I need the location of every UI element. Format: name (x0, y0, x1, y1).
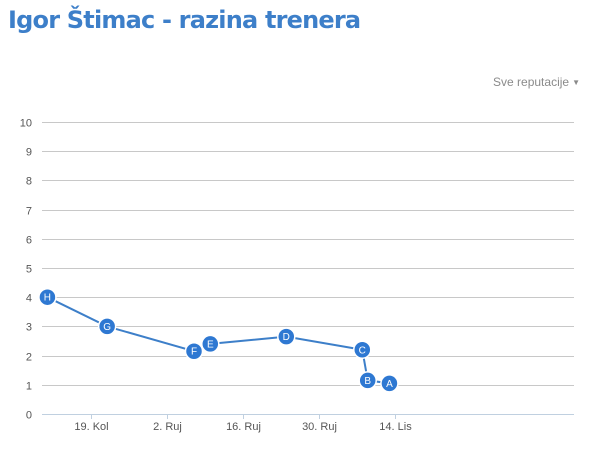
data-point-c[interactable]: C (353, 340, 372, 360)
y-tick-label: 2 (26, 352, 32, 364)
y-tick-label: 7 (26, 206, 32, 218)
page-title: Igor Štimac - razina trenera (8, 6, 361, 34)
data-point-e[interactable]: E (201, 334, 220, 354)
reputation-filter-dropdown[interactable]: Sve reputacije ▼ (493, 75, 580, 89)
point-marker (358, 371, 377, 390)
y-axis: 0 1 2 3 4 5 6 7 8 9 10 (20, 118, 32, 422)
y-tick-label: 1 (26, 381, 32, 393)
point-marker (201, 334, 220, 354)
x-tick-label: 30. Ruj (302, 421, 337, 433)
x-axis: 19. Kol 2. Ruj 16. Ruj 30. Ruj 14. Lis (42, 414, 574, 433)
data-point-d[interactable]: D (277, 327, 296, 346)
x-tick-label: 19. Kol (74, 421, 108, 433)
reputation-filter-label: Sve reputacije (493, 75, 570, 89)
caret-down-icon: ▼ (572, 78, 580, 87)
y-tick-label: 10 (20, 118, 32, 130)
data-point-a[interactable]: A (380, 374, 399, 393)
point-label: H (44, 293, 51, 304)
point-label: G (103, 322, 111, 333)
point-marker (353, 340, 372, 360)
data-point-f[interactable]: F (184, 341, 204, 361)
y-tick-label: 4 (26, 293, 32, 305)
point-label: D (283, 332, 290, 343)
point-label: F (191, 347, 197, 358)
point-marker (380, 374, 399, 393)
y-tick-label: 0 (26, 410, 32, 422)
rating-series: H G FE D C B A (38, 287, 399, 393)
point-label: A (386, 379, 393, 390)
point-label: C (359, 345, 366, 356)
point-marker (97, 317, 117, 336)
y-tick-label: 9 (26, 147, 32, 159)
y-tick-label: 6 (26, 235, 32, 247)
y-tick-label: 8 (26, 176, 32, 188)
data-point-h[interactable]: H (38, 287, 57, 307)
x-tick-label: 14. Lis (379, 421, 412, 433)
x-tick-label: 16. Ruj (226, 421, 261, 433)
y-tick-label: 3 (26, 322, 32, 334)
x-tick-label: 2. Ruj (153, 421, 182, 433)
data-point-g[interactable]: G (97, 317, 117, 336)
point-label: B (364, 376, 371, 387)
point-marker (38, 287, 57, 307)
point-label: E (207, 339, 214, 350)
chart-grid (42, 122, 574, 415)
point-marker (277, 327, 296, 346)
data-point-b[interactable]: B (358, 371, 377, 390)
y-tick-label: 5 (26, 264, 32, 276)
point-marker (184, 341, 204, 361)
